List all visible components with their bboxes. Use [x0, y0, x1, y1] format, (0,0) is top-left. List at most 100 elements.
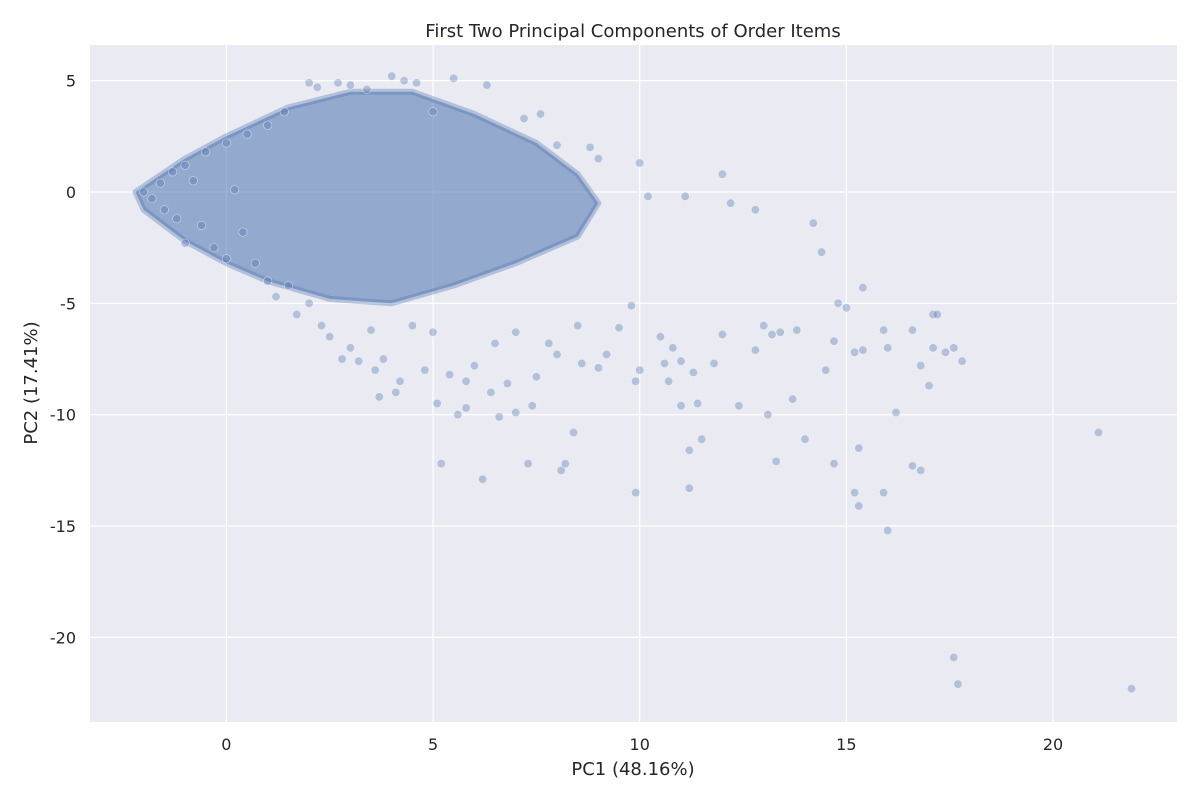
- scatter-point: [461, 376, 471, 386]
- scatter-point: [631, 488, 641, 498]
- x-tick-labels: 0 5 10 15 20: [221, 735, 1063, 754]
- scatter-point: [482, 80, 492, 90]
- scatter-point: [626, 301, 636, 311]
- scatter-point: [502, 378, 512, 388]
- scatter-point: [635, 365, 645, 375]
- scatter-point: [602, 349, 612, 359]
- scatter-point: [304, 78, 314, 88]
- scatter-point: [345, 80, 355, 90]
- scatter-point: [668, 343, 678, 353]
- scatter-point: [511, 407, 521, 417]
- scatter-point: [577, 358, 587, 368]
- scatter-point: [717, 329, 727, 339]
- scatter-point: [1094, 427, 1104, 437]
- chart-title: First Two Principal Components of Order …: [425, 21, 840, 42]
- scatter-point: [279, 107, 289, 117]
- x-tick-label: 10: [630, 735, 650, 754]
- scatter-point: [569, 427, 579, 437]
- scatter-point: [693, 398, 703, 408]
- scatter-point: [411, 78, 421, 88]
- scatter-point: [593, 363, 603, 373]
- scatter-point: [523, 459, 533, 469]
- scatter-point: [370, 365, 380, 375]
- scatter-point: [325, 332, 335, 342]
- scatter-point: [209, 243, 219, 253]
- scatter-point: [879, 325, 889, 335]
- scatter-point: [271, 292, 281, 302]
- scatter-point: [833, 298, 843, 308]
- scatter-point: [197, 220, 207, 230]
- scatter-point: [734, 401, 744, 411]
- scatter-point: [916, 361, 926, 371]
- scatter-point: [1127, 684, 1137, 694]
- scatter-point: [399, 76, 409, 86]
- scatter-point: [932, 309, 942, 319]
- scatter-point: [891, 407, 901, 417]
- scatter-point: [354, 356, 364, 366]
- scatter-point: [469, 361, 479, 371]
- scatter-point: [395, 376, 405, 386]
- scatter-point: [407, 321, 417, 331]
- scatter-point: [659, 358, 669, 368]
- scatter-point: [387, 71, 397, 81]
- scatter-point: [238, 227, 248, 237]
- grid-lines: [90, 45, 1177, 722]
- scatter-point: [635, 158, 645, 168]
- scatter-point: [221, 254, 231, 264]
- scatter-point: [172, 214, 182, 224]
- scatter-point: [850, 488, 860, 498]
- scatter-point: [155, 178, 165, 188]
- scatter-point: [688, 367, 698, 377]
- scatter-point: [378, 354, 388, 364]
- x-axis-label: PC1 (48.16%): [571, 759, 694, 780]
- y-tick-label: -10: [50, 406, 76, 425]
- scatter-point: [283, 280, 293, 290]
- scatter-point: [316, 321, 326, 331]
- scatter-point: [221, 138, 231, 148]
- scatter-point: [490, 338, 500, 348]
- scatter-point: [449, 73, 459, 83]
- scatter-point: [461, 403, 471, 413]
- scatter-point: [829, 459, 839, 469]
- scatter-point: [854, 443, 864, 453]
- scatter-point: [362, 85, 372, 95]
- y-tick-label: -20: [50, 628, 76, 647]
- scatter-point: [854, 501, 864, 511]
- x-tick-label: 20: [1043, 735, 1063, 754]
- scatter-point: [841, 303, 851, 313]
- scatter-point: [907, 325, 917, 335]
- scatter-point: [159, 205, 169, 215]
- scatter-point: [676, 356, 686, 366]
- scatter-point: [544, 338, 554, 348]
- y-tick-label: -15: [50, 517, 76, 536]
- scatter-point: [792, 325, 802, 335]
- scatter-point: [494, 412, 504, 422]
- scatter-point: [664, 376, 674, 386]
- scatter-point: [453, 410, 463, 420]
- scatter-point: [147, 194, 157, 204]
- scatter-point: [957, 356, 967, 366]
- scatter-point: [916, 465, 926, 475]
- scatter-point: [726, 198, 736, 208]
- scatter-point: [883, 343, 893, 353]
- scatter-point: [808, 218, 818, 228]
- x-tick-label: 15: [836, 735, 856, 754]
- scatter-point: [168, 167, 178, 177]
- scatter-point: [643, 191, 653, 201]
- scatter-point: [717, 169, 727, 179]
- scatter-point: [883, 525, 893, 535]
- scatter-point: [907, 461, 917, 471]
- scatter-point: [850, 347, 860, 357]
- scatter-point: [879, 488, 889, 498]
- scatter-point: [556, 465, 566, 475]
- scatter-point: [552, 349, 562, 359]
- scatter-point: [535, 109, 545, 119]
- scatter-point: [242, 129, 252, 139]
- scatter-point: [560, 459, 570, 469]
- scatter-point: [345, 343, 355, 353]
- scatter-point: [188, 176, 198, 186]
- scatter-point: [858, 345, 868, 355]
- scatter-point: [949, 343, 959, 353]
- scatter-point: [750, 345, 760, 355]
